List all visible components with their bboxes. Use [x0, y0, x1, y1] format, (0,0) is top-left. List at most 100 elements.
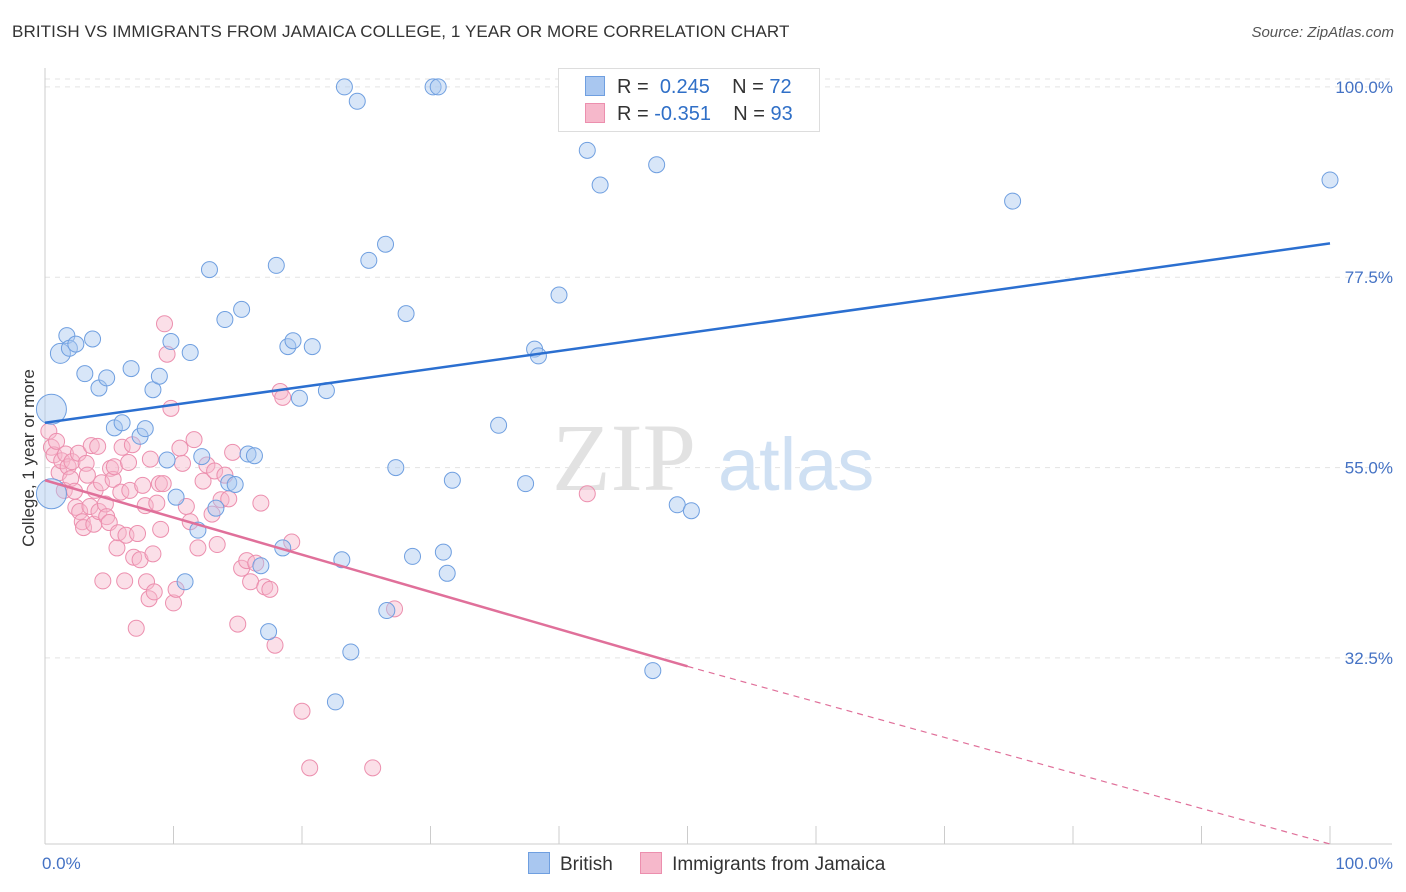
british-point — [490, 416, 508, 434]
british-point — [239, 445, 257, 463]
jamaica-point — [129, 525, 147, 543]
jamaica-point — [120, 453, 138, 471]
british-point — [378, 602, 396, 620]
british-point — [434, 543, 452, 561]
jamaica-point — [127, 619, 145, 637]
x-tick-label-min: 0.0% — [42, 854, 81, 873]
british-point — [122, 360, 140, 378]
british-point — [216, 311, 234, 329]
british-point — [682, 502, 700, 520]
jamaica-point — [165, 594, 182, 612]
british-point — [200, 261, 218, 279]
jamaica-point — [148, 494, 166, 512]
british-point — [578, 141, 596, 159]
british-point — [162, 333, 180, 351]
jamaica-point — [578, 485, 596, 503]
bottom-legend-jamaica-label: Immigrants from Jamaica — [672, 854, 886, 875]
jamaica-point — [173, 454, 191, 472]
jamaica-point — [82, 437, 100, 455]
bottom-legend: British Immigrants from Jamaica — [528, 852, 907, 876]
jamaica-point — [224, 443, 242, 461]
jamaica-point — [206, 462, 224, 480]
legend-jamaica-r-value: -0.351 — [654, 103, 711, 125]
british-points — [35, 78, 1339, 711]
jamaica-point — [71, 503, 89, 521]
watermark: ZIP atlas — [552, 404, 874, 511]
british-swatch — [585, 76, 605, 96]
y-tick-label: 32.5% — [1345, 649, 1393, 668]
jamaica-swatch — [585, 103, 605, 123]
jamaica-point — [208, 536, 226, 554]
british-point — [1321, 171, 1339, 189]
jamaica-point — [293, 702, 311, 720]
jamaica-point — [185, 431, 203, 449]
jamaica-point — [108, 539, 126, 557]
british-point — [49, 342, 71, 364]
watermark-atlas: atlas — [718, 423, 874, 506]
british-point — [591, 176, 609, 194]
jamaica-point — [152, 520, 170, 538]
jamaica-point — [242, 573, 260, 591]
british-point — [284, 332, 302, 350]
british-point — [348, 92, 366, 110]
british-point — [644, 662, 662, 680]
british-point — [377, 235, 395, 253]
legend-jamaica-r-label: R = — [617, 103, 649, 125]
british-point — [35, 478, 67, 510]
tick-labels: 32.5% 55.0% 77.5% 100.0% 0.0% 100.0% — [42, 78, 1393, 873]
british-point — [443, 471, 461, 489]
bottom-legend-british-label: British — [560, 854, 613, 875]
y-axis-label: College, 1 year or more — [19, 369, 38, 547]
british-point — [76, 365, 94, 383]
bottom-legend-british[interactable]: British — [528, 852, 613, 876]
british-point — [158, 451, 176, 469]
british-point — [438, 564, 456, 582]
british-point — [387, 459, 405, 477]
jamaica-point — [194, 472, 212, 490]
british-point — [290, 389, 308, 407]
jamaica-point — [158, 345, 176, 363]
british-point — [207, 499, 225, 517]
british-point — [67, 335, 85, 353]
jamaica-point — [134, 476, 152, 494]
legend-british-n-label: N = — [732, 76, 764, 98]
jamaica-point — [156, 315, 174, 333]
british-point — [360, 251, 378, 269]
jamaica-point — [94, 572, 112, 590]
british-point — [167, 488, 185, 506]
jamaica-point — [63, 453, 81, 471]
legend-british-r-label: R = — [617, 76, 649, 98]
trend-lines — [44, 242, 1331, 845]
british-point — [303, 338, 321, 356]
chart-title: BRITISH VS IMMIGRANTS FROM JAMAICA COLLE… — [12, 22, 790, 41]
legend-row-jamaica: R = -0.351 N = 93 — [585, 103, 793, 127]
british-point — [220, 474, 238, 492]
jamaica-point — [104, 470, 122, 488]
bottom-legend-jamaica[interactable]: Immigrants from Jamaica — [640, 852, 885, 876]
jamaica-point — [89, 437, 107, 455]
legend-row-british: R = 0.245 N = 72 — [585, 76, 792, 100]
jamaica-point — [301, 759, 319, 777]
jamaica-point — [150, 475, 168, 493]
legend-box: R = 0.245 N = 72 R = -0.351 N = 93 — [558, 68, 820, 132]
jamaica-point — [162, 399, 180, 417]
jamaica-point — [141, 450, 159, 468]
jamaica-point — [261, 580, 279, 598]
jamaica-point — [116, 572, 134, 590]
british-point — [648, 156, 666, 174]
jamaica-point — [171, 439, 189, 457]
y-tick-label: 100.0% — [1335, 78, 1393, 97]
jamaica-point — [364, 759, 382, 777]
british-point — [136, 420, 154, 438]
british-point — [193, 448, 211, 466]
jamaica-point — [48, 432, 66, 450]
british-trend-line — [44, 242, 1331, 424]
jamaica-point — [154, 475, 172, 493]
british-point — [1004, 192, 1022, 210]
british-point — [98, 369, 116, 387]
british-point — [35, 393, 67, 425]
jamaica-point — [189, 539, 207, 557]
y-tick-label: 55.0% — [1345, 459, 1393, 478]
british-point — [397, 305, 415, 323]
